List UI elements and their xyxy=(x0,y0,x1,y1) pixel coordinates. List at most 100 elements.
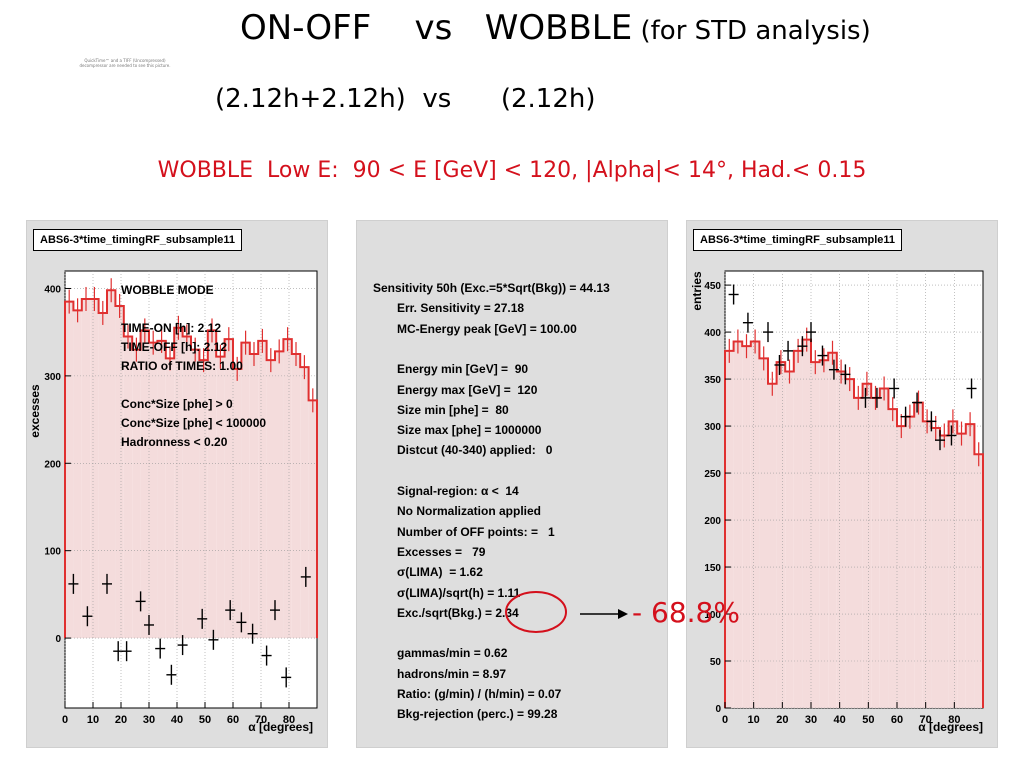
right-bin-fill xyxy=(914,402,923,708)
left-bin-fill xyxy=(199,360,208,639)
left-bin-fill xyxy=(165,358,175,639)
left-bin-fill xyxy=(140,330,149,639)
left-xtick-label: 0 xyxy=(62,714,68,726)
left-bin-fill xyxy=(233,368,242,639)
cuts-line: WOBBLE Low E: 90 < E [GeV] < 120, |Alpha… xyxy=(157,158,867,183)
left-xtick-label: 30 xyxy=(143,714,155,726)
left-bin-fill xyxy=(216,356,225,639)
left-info-line: Conc*Size [phe] > 0 xyxy=(121,397,233,411)
right-histogram-chart: 0 10 20 30 40 50 60 70 80 0 50 100 150 200 250 300 350 40… xyxy=(690,270,984,734)
right-bin-fill xyxy=(776,362,786,708)
left-bin-fill xyxy=(107,290,116,639)
left-bin-fill xyxy=(241,342,250,639)
right-xtick-label: 20 xyxy=(776,714,788,726)
stats-line: Energy max [GeV] = 120 xyxy=(397,382,538,397)
right-bin-fill xyxy=(828,352,837,708)
left-bin-fill xyxy=(300,367,309,639)
left-bin-fill xyxy=(98,312,107,639)
left-bin-fill xyxy=(73,310,82,639)
left-bin-fill xyxy=(207,330,217,639)
right-bin-fill xyxy=(871,397,880,708)
right-bin-fill xyxy=(836,371,846,708)
left-bin-fill xyxy=(115,305,124,639)
right-ytick-label: 150 xyxy=(704,563,721,574)
right-xtick-label: 70 xyxy=(920,714,932,726)
stats-line: Distcut (40-340) applied: 0 xyxy=(397,443,553,458)
right-xtick-label: 50 xyxy=(862,714,874,726)
right-xtick-label: 60 xyxy=(891,714,903,726)
right-bin-fill xyxy=(922,421,932,708)
right-bin-fill xyxy=(785,371,794,708)
left-ytick-label: 100 xyxy=(44,547,61,558)
left-xlabel: α [degrees] xyxy=(248,720,313,734)
left-bin-fill xyxy=(157,340,166,639)
right-bin-fill xyxy=(905,416,915,708)
left-info-line: RATIO of TIMES: 1.00 xyxy=(121,359,243,373)
left-bin-fill xyxy=(65,301,74,639)
left-xtick-label: 60 xyxy=(227,714,239,726)
right-bin-fill xyxy=(811,362,820,708)
stats-line: Size max [phe] = 1000000 xyxy=(397,423,542,438)
left-bin-fill xyxy=(224,339,233,639)
right-bin-fill xyxy=(862,383,872,708)
left-info-text: WOBBLE MODE TIME-ON [h]: 2.12 TIME-OFF [h]… xyxy=(121,283,266,449)
left-info-line: TIME-ON [h]: 2.12 xyxy=(121,321,221,335)
quicktime-placeholder: QuickTime™ and a TIFF (Uncompressed) dec… xyxy=(79,58,171,68)
right-ytick-label: 350 xyxy=(704,375,721,386)
left-histo-title: ABS6-3*time_timingRF_subsample11 xyxy=(33,229,243,251)
right-xlabel: α [degrees] xyxy=(918,720,983,734)
left-xtick-label: 20 xyxy=(115,714,127,726)
left-ytick-label: 300 xyxy=(44,372,61,383)
right-xtick-label: 30 xyxy=(805,714,817,726)
left-info-line: WOBBLE MODE xyxy=(121,283,214,297)
left-xtick-label: 70 xyxy=(255,714,267,726)
stats-panel: Sensitivity 50h (Exc.=5*Sqrt(Bkg)) = 44.… xyxy=(356,220,668,748)
right-bin-fill xyxy=(819,360,829,708)
left-xtick-label: 80 xyxy=(283,714,295,726)
left-bin-fill xyxy=(258,340,267,639)
left-bin-fill xyxy=(132,349,141,639)
left-bin-fill xyxy=(149,342,158,639)
stats-line: Bkg-rejection (perc.) = 99.28 xyxy=(397,707,558,722)
title-main: ON-OFF vs WOBBLE xyxy=(240,8,633,48)
right-bin-fill xyxy=(768,383,777,708)
stats-line: Size min [phe] = 80 xyxy=(397,402,509,417)
right-fill-group xyxy=(725,339,983,708)
right-ytick-label: 250 xyxy=(704,469,721,480)
right-bin-fill xyxy=(897,426,906,708)
left-ylabel: excesses xyxy=(28,384,42,438)
left-bin-fill xyxy=(283,339,292,639)
right-bin-fill xyxy=(750,341,760,708)
right-ytick-label: 0 xyxy=(715,704,721,715)
right-bin-fill xyxy=(888,409,897,708)
stats-line: hadrons/min = 8.97 xyxy=(397,666,507,681)
title-suffix: (for STD analysis) xyxy=(632,16,871,46)
left-bin-fill xyxy=(291,354,301,639)
left-xtick-label: 50 xyxy=(199,714,211,726)
left-bin-fill xyxy=(266,360,275,639)
right-histo-title: ABS6-3*time_timingRF_subsample11 xyxy=(693,229,903,251)
stats-line: Energy min [GeV] = 90 xyxy=(397,362,529,377)
right-bin-fill xyxy=(845,379,854,708)
left-bin-fill xyxy=(249,354,259,639)
stats-line: gammas/min = 0.62 xyxy=(397,646,508,661)
right-ytick-label: 450 xyxy=(704,281,721,292)
percent-annotation: - 68.8% xyxy=(632,596,740,629)
right-errorbar-group xyxy=(728,327,980,467)
right-ytick-label: 400 xyxy=(704,328,721,339)
left-bin-fill xyxy=(308,400,317,639)
left-ytick-label: 400 xyxy=(44,284,61,295)
right-xtick-label: 0 xyxy=(722,714,728,726)
left-ytick-label: 0 xyxy=(55,634,61,645)
left-fill-group xyxy=(65,290,317,639)
stats-line: Err. Sensitivity = 27.18 xyxy=(397,301,525,316)
left-step-group xyxy=(64,289,318,639)
right-xtick-label: 80 xyxy=(948,714,960,726)
right-bin-fill xyxy=(940,435,949,708)
right-xtick-label: 10 xyxy=(748,714,760,726)
stats-line: Excesses = 79 xyxy=(397,544,486,559)
right-bin-fill xyxy=(965,424,975,708)
left-xtick-label: 10 xyxy=(87,714,99,726)
left-bin-fill xyxy=(90,298,99,639)
